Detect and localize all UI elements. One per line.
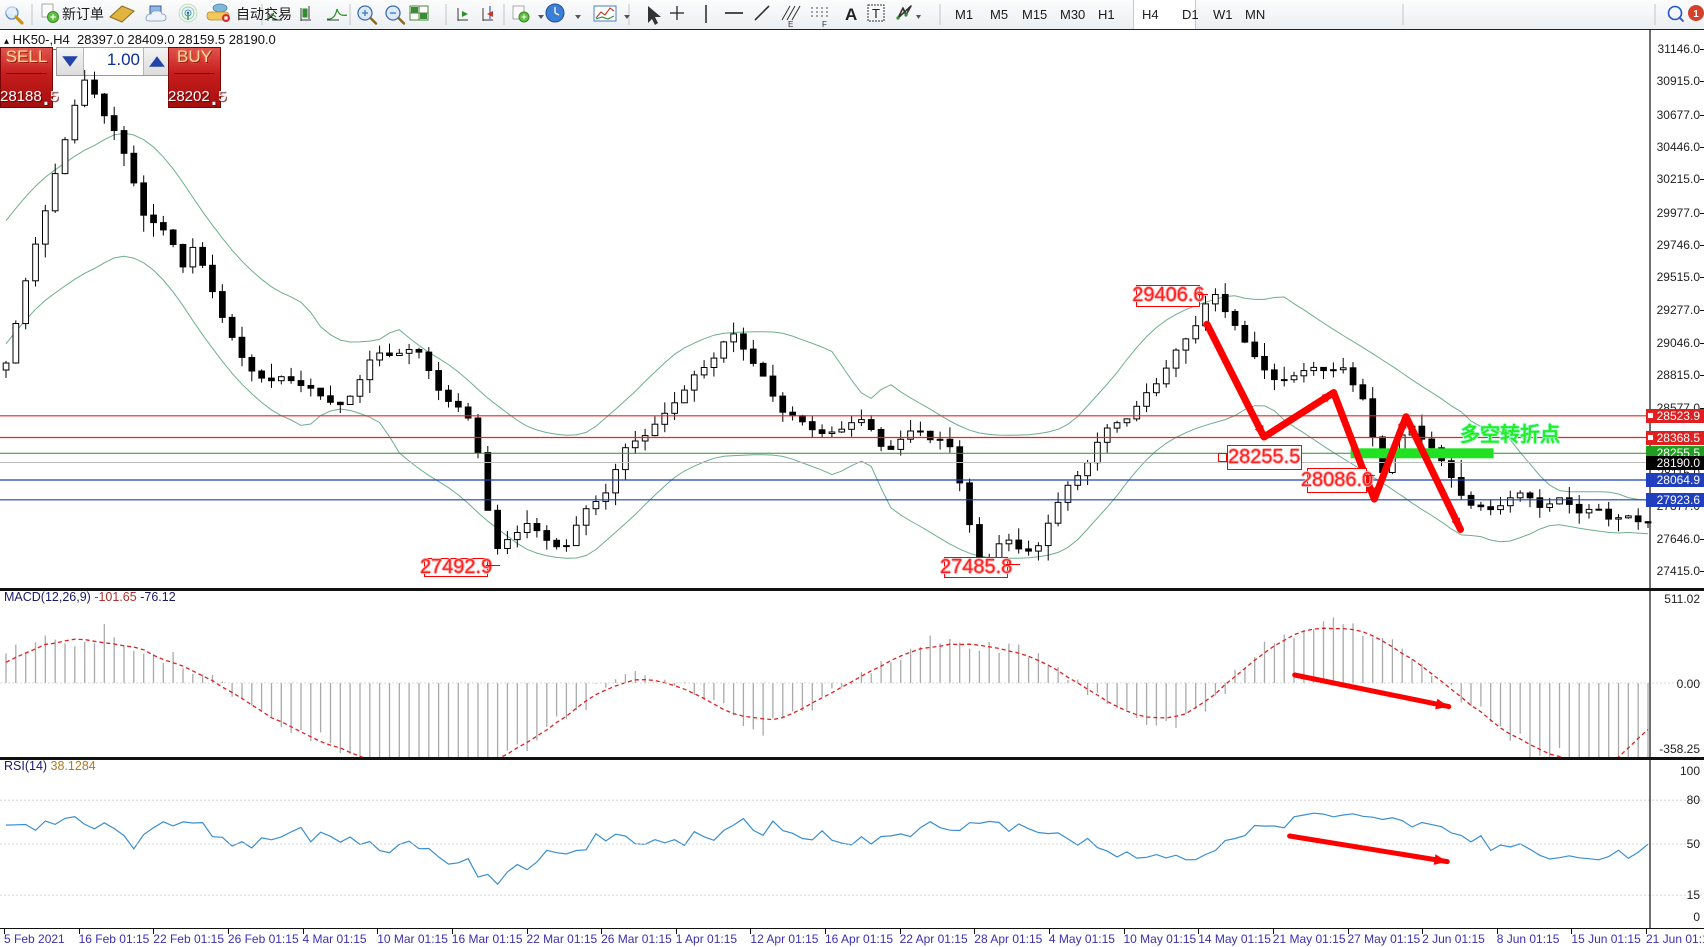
svg-text:1: 1 bbox=[1693, 9, 1699, 20]
